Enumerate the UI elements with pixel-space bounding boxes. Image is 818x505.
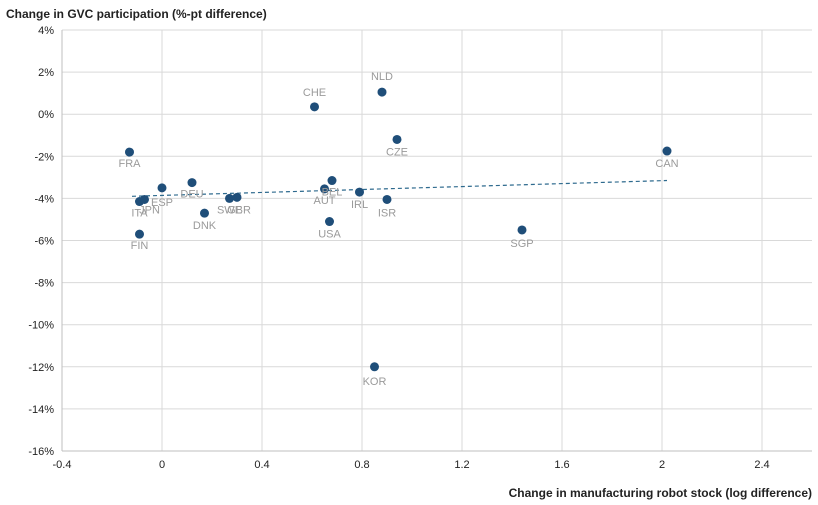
x-tick-label: 0 [159,459,165,471]
y-axis-title: Change in GVC participation (%-pt differ… [6,7,267,21]
y-tick-label: 0% [38,109,54,121]
x-tick-label: 2.4 [754,459,769,471]
point-label: CAN [655,158,678,170]
point-label: DNK [193,220,217,232]
x-tick-label: 1.2 [454,459,469,471]
data-point [135,229,144,239]
point-label: USA [318,229,341,241]
point-label: ISR [378,207,396,219]
point-label: NLD [371,71,393,83]
tick-labels: 4% 2% 0% -2% -4% -6% -8% -10% -12% -14% -16%-0.4 0 0… [28,25,769,471]
grid-lines [61,29,812,452]
data-point [187,178,197,188]
x-tick-label: 0.4 [254,459,269,471]
point-label: ITA [131,208,148,220]
x-tick-label: 0.8 [354,459,369,471]
axes [61,30,812,452]
y-tick-label: 4% [38,25,54,37]
x-tick-label: 2 [659,459,665,471]
point-label: AUT [314,195,336,207]
y-tick-label: -14% [28,404,54,416]
point-label: CZE [386,146,408,158]
data-point [325,217,334,227]
trendline-group [131,179,668,197]
y-tick-label: -6% [34,236,54,248]
y-tick-label: 2% [38,67,54,79]
data-point [140,194,149,204]
data-points [125,87,672,372]
data-point [310,102,319,112]
data-point [355,187,364,197]
data-point [392,134,402,144]
trendline [131,179,668,197]
data-point [377,87,387,97]
x-tick-label: -0.4 [53,459,72,471]
data-point [125,147,134,157]
data-point [662,146,672,156]
point-label: JPN [139,204,160,216]
data-point [517,225,527,235]
y-tick-label: -8% [34,278,54,290]
point-label: CHE [303,87,326,99]
point-label: SGP [510,238,533,250]
y-tick-label: -4% [34,193,54,205]
point-label: GBR [227,204,251,216]
point-label: IRL [351,199,368,211]
data-point [232,192,242,202]
point-label: KOR [363,376,387,388]
point-label: DEU [180,189,203,201]
x-axis-title: Change in manufacturing robot stock (log… [508,486,812,500]
point-label: SWE [217,204,242,216]
data-point [370,362,379,372]
point-label: FRA [119,158,142,170]
y-tick-label: -16% [28,446,54,458]
y-tick-label: -2% [34,151,54,163]
data-point [225,193,234,203]
data-point [320,184,329,194]
data-point [157,183,167,193]
point-label: FIN [131,240,149,252]
y-tick-label: -12% [28,362,54,374]
data-point [327,176,337,186]
data-point [200,208,209,218]
point-label: ESP [151,197,173,209]
x-tick-label: 1.6 [554,459,569,471]
point-label: BEL [322,187,343,199]
data-point [382,194,392,204]
y-tick-label: -10% [28,320,54,332]
